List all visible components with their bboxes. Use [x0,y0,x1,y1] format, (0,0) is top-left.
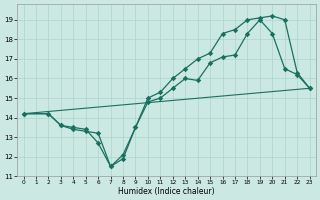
X-axis label: Humidex (Indice chaleur): Humidex (Indice chaleur) [118,187,215,196]
